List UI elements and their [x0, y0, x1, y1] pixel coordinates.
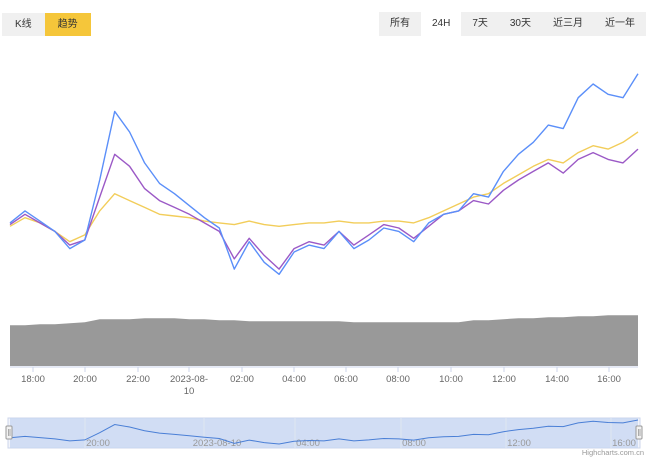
range-30d-button[interactable]: 30天 [509, 18, 531, 29]
navigator-selection[interactable] [10, 418, 638, 448]
navigator-tick-label: 08:00 [402, 438, 426, 449]
series-line [9, 73, 639, 275]
x-axis-tick-label: 22:00 [126, 374, 150, 385]
x-axis-tick-label: 06:00 [334, 374, 358, 385]
x-axis-tick-label: 10 [184, 386, 195, 397]
x-axis-tick-label: 14:00 [545, 374, 569, 385]
price-plot-area [9, 73, 639, 275]
x-axis-tick-label: 2023-08- [170, 374, 208, 385]
navigator-tick-label: 04:00 [296, 438, 320, 449]
x-axis-tick-label: 02:00 [230, 374, 254, 385]
navigator-series-line [9, 419, 639, 445]
volume-area [10, 315, 638, 366]
range-24h-button[interactable]: 24H [420, 12, 462, 36]
kline-view-button[interactable]: K线 [2, 13, 45, 36]
range-selector: 所有 24H 7天 30天 近三月 近一年 [378, 12, 646, 36]
range-7d-button[interactable]: 7天 [472, 18, 488, 29]
range-3m-button[interactable]: 近三月 [553, 18, 583, 29]
volume-bar-area [10, 315, 638, 366]
x-axis-tick-label: 20:00 [73, 374, 97, 385]
range-all-button[interactable]: 所有 [389, 18, 410, 29]
x-axis-tick-label: 12:00 [492, 374, 516, 385]
range-1y-button[interactable]: 近一年 [605, 18, 635, 29]
navigator-tick-label: 2023-08-10 [193, 438, 242, 449]
navigator[interactable]: 20:00 2023-08-10 04:00 08:00 12:00 16:00 [5, 417, 643, 449]
x-axis-tick-label: 10:00 [439, 374, 463, 385]
navigator-right-handle[interactable] [635, 425, 643, 440]
x-axis-tick-label: 08:00 [386, 374, 410, 385]
navigator-left-handle[interactable] [5, 425, 13, 440]
navigator-tick-label: 20:00 [86, 438, 110, 449]
x-axis-tick-label: 18:00 [21, 374, 45, 385]
x-axis-tick-label: 16:00 [597, 374, 621, 385]
x-axis: 18:00 20:00 22:00 2023-08-10 02:00 04:00 06:00… [10, 366, 638, 397]
navigator-tick-label: 12:00 [507, 438, 531, 449]
chart-credit: Highcharts.com.cn [581, 448, 644, 457]
series-line [9, 148, 639, 270]
x-axis-tick-label: 04:00 [282, 374, 306, 385]
view-toggle: K线 趋势 [2, 13, 91, 36]
trend-view-button[interactable]: 趋势 [44, 13, 91, 36]
series-line [9, 131, 639, 243]
navigator-tick-label: 16:00 [612, 438, 636, 449]
